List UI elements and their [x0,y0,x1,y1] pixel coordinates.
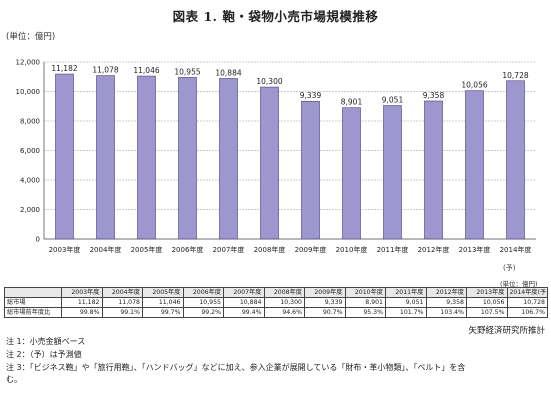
bar [342,107,361,240]
bar [383,105,402,240]
bar [424,100,443,240]
x-tick-label: 2007年度 [213,245,245,254]
bar [506,80,525,240]
y-tick-label: 0 [36,236,40,244]
table-cell: 107.5% [466,307,508,318]
table-cell: 11,046 [142,297,184,308]
table-cell: 2012年度 [425,287,467,298]
source-label: 矢野経済研究所推計 [468,326,545,336]
data-label: 9,358 [423,91,445,100]
table-cell: 2008年度 [263,287,305,298]
bar [178,77,197,240]
table-cell: 90.7% [304,307,346,318]
table-cell: 99.2% [182,307,224,318]
bar [465,90,484,240]
table-header-row: 2003年度 2004年度 2005年度 2006年度 2007年度 2008年度 2009… [4,287,548,298]
x-tick-label: 2014年度 [500,245,532,254]
table-cell: 9,051 [385,297,427,308]
data-label: 10,728 [502,71,528,80]
table-cell: 10,056 [466,297,508,308]
x-tick-label: 2005年度 [131,245,163,254]
note-1: 注 1：小売金額ベース [6,337,86,346]
table-cell: 99.1% [101,307,143,318]
table-cell: 2011年度 [385,287,427,298]
table-cell: 99.4% [223,307,265,318]
table-cell: 2003年度 [61,287,103,298]
table-row: 総市場前年度比 99.8% 99.1% 99.7% 99.2% 99.4% 94.6% 90.… [4,307,548,318]
table-cell: 8,901 [344,297,386,308]
data-label: 11,182 [51,64,77,73]
table-cell: 2007年度 [223,287,265,298]
table-cell: 10,728 [506,297,548,308]
x-tick-label: 2010年度 [336,245,368,254]
note-2: 注 2：（予）は予測値 [6,350,82,359]
table-cell: 103.4% [425,307,467,318]
note-3-continued: む。 [6,375,22,384]
note-3: 注 3：「ビジネス鞄」や「旅行用鞄」、「ハンドバッグ」などに加え、参入企業が展開… [6,363,466,372]
table-cell: 106.7% [506,307,548,318]
table-row-label: 総市場前年度比 [4,307,62,318]
table-cell: 99.8% [61,307,103,318]
table-cell: 2009年度 [304,287,346,298]
data-label: 11,046 [133,66,159,75]
table-cell: 11,078 [101,297,143,308]
x-tick-label: 2013年度 [459,245,491,254]
table-row-label [4,287,62,298]
table-cell: 99.7% [142,307,184,318]
data-label: 10,884 [215,68,241,77]
x-tick-label: 2003年度 [49,245,81,254]
data-label: 9,051 [382,95,404,104]
bar [301,100,320,240]
y-tick-label: 8,000 [20,118,40,126]
unit-label: (単位：億円) [6,32,56,42]
bar [219,78,238,240]
x-tick-label: 2012年度 [418,245,450,254]
table-unit-label: (単位：億円) [500,280,538,288]
table-row: 総市場 11,182 11,078 11,046 10,955 10,884 10,300 9… [4,297,548,308]
table-cell: 2006年度 [182,287,224,298]
y-tick-label: 6,000 [20,147,40,155]
table-cell: 101.7% [385,307,427,318]
bar [137,75,156,240]
table-cell: 10,955 [182,297,224,308]
table-cell: 9,358 [425,297,467,308]
data-label: 10,955 [174,67,200,76]
table-row-label: 総市場 [4,297,62,308]
table-cell: 2005年度 [142,287,184,298]
bar-chart: 0 2,000 4,000 6,000 8,000 10,000 12,000 11,182 2… [16,59,536,254]
x-tick-label: 2009年度 [295,245,327,254]
x-tick-label: 2006年度 [172,245,204,254]
table-cell: 9,339 [304,297,346,308]
projection-mark: (予) [503,264,516,272]
y-tick-label: 2,000 [20,206,40,214]
x-tick-label: 2008年度 [254,245,286,254]
bar [260,86,279,240]
table-cell: 94.6% [263,307,305,318]
data-label: 11,078 [92,66,118,75]
y-tick-label: 12,000 [16,59,41,67]
table-cell: 11,182 [61,297,103,308]
data-label: 10,056 [461,81,487,90]
data-label: 9,339 [300,91,322,100]
table-cell: 10,884 [223,297,265,308]
x-tick-label: 2011年度 [377,245,409,254]
data-label: 8,901 [341,98,363,107]
y-tick-label: 4,000 [20,177,40,185]
chart-title: 図表 1. 鞄・袋物小売市場規模推移 [172,9,379,24]
x-tick-label: 2004年度 [90,245,122,254]
table-cell: 2010年度 [344,287,386,298]
table-cell: 10,300 [263,297,305,308]
bar [96,75,115,240]
data-table: 2003年度 2004年度 2005年度 2006年度 2007年度 2008年度 2009… [4,287,548,318]
bar [55,73,74,240]
table-cell: 95.3% [344,307,386,318]
table-cell: 2013年度 [466,287,508,298]
y-tick-label: 10,000 [16,88,41,96]
table-cell: 2004年度 [101,287,143,298]
table-cell: 2014年度(予) [506,287,548,298]
data-label: 10,300 [256,77,282,86]
